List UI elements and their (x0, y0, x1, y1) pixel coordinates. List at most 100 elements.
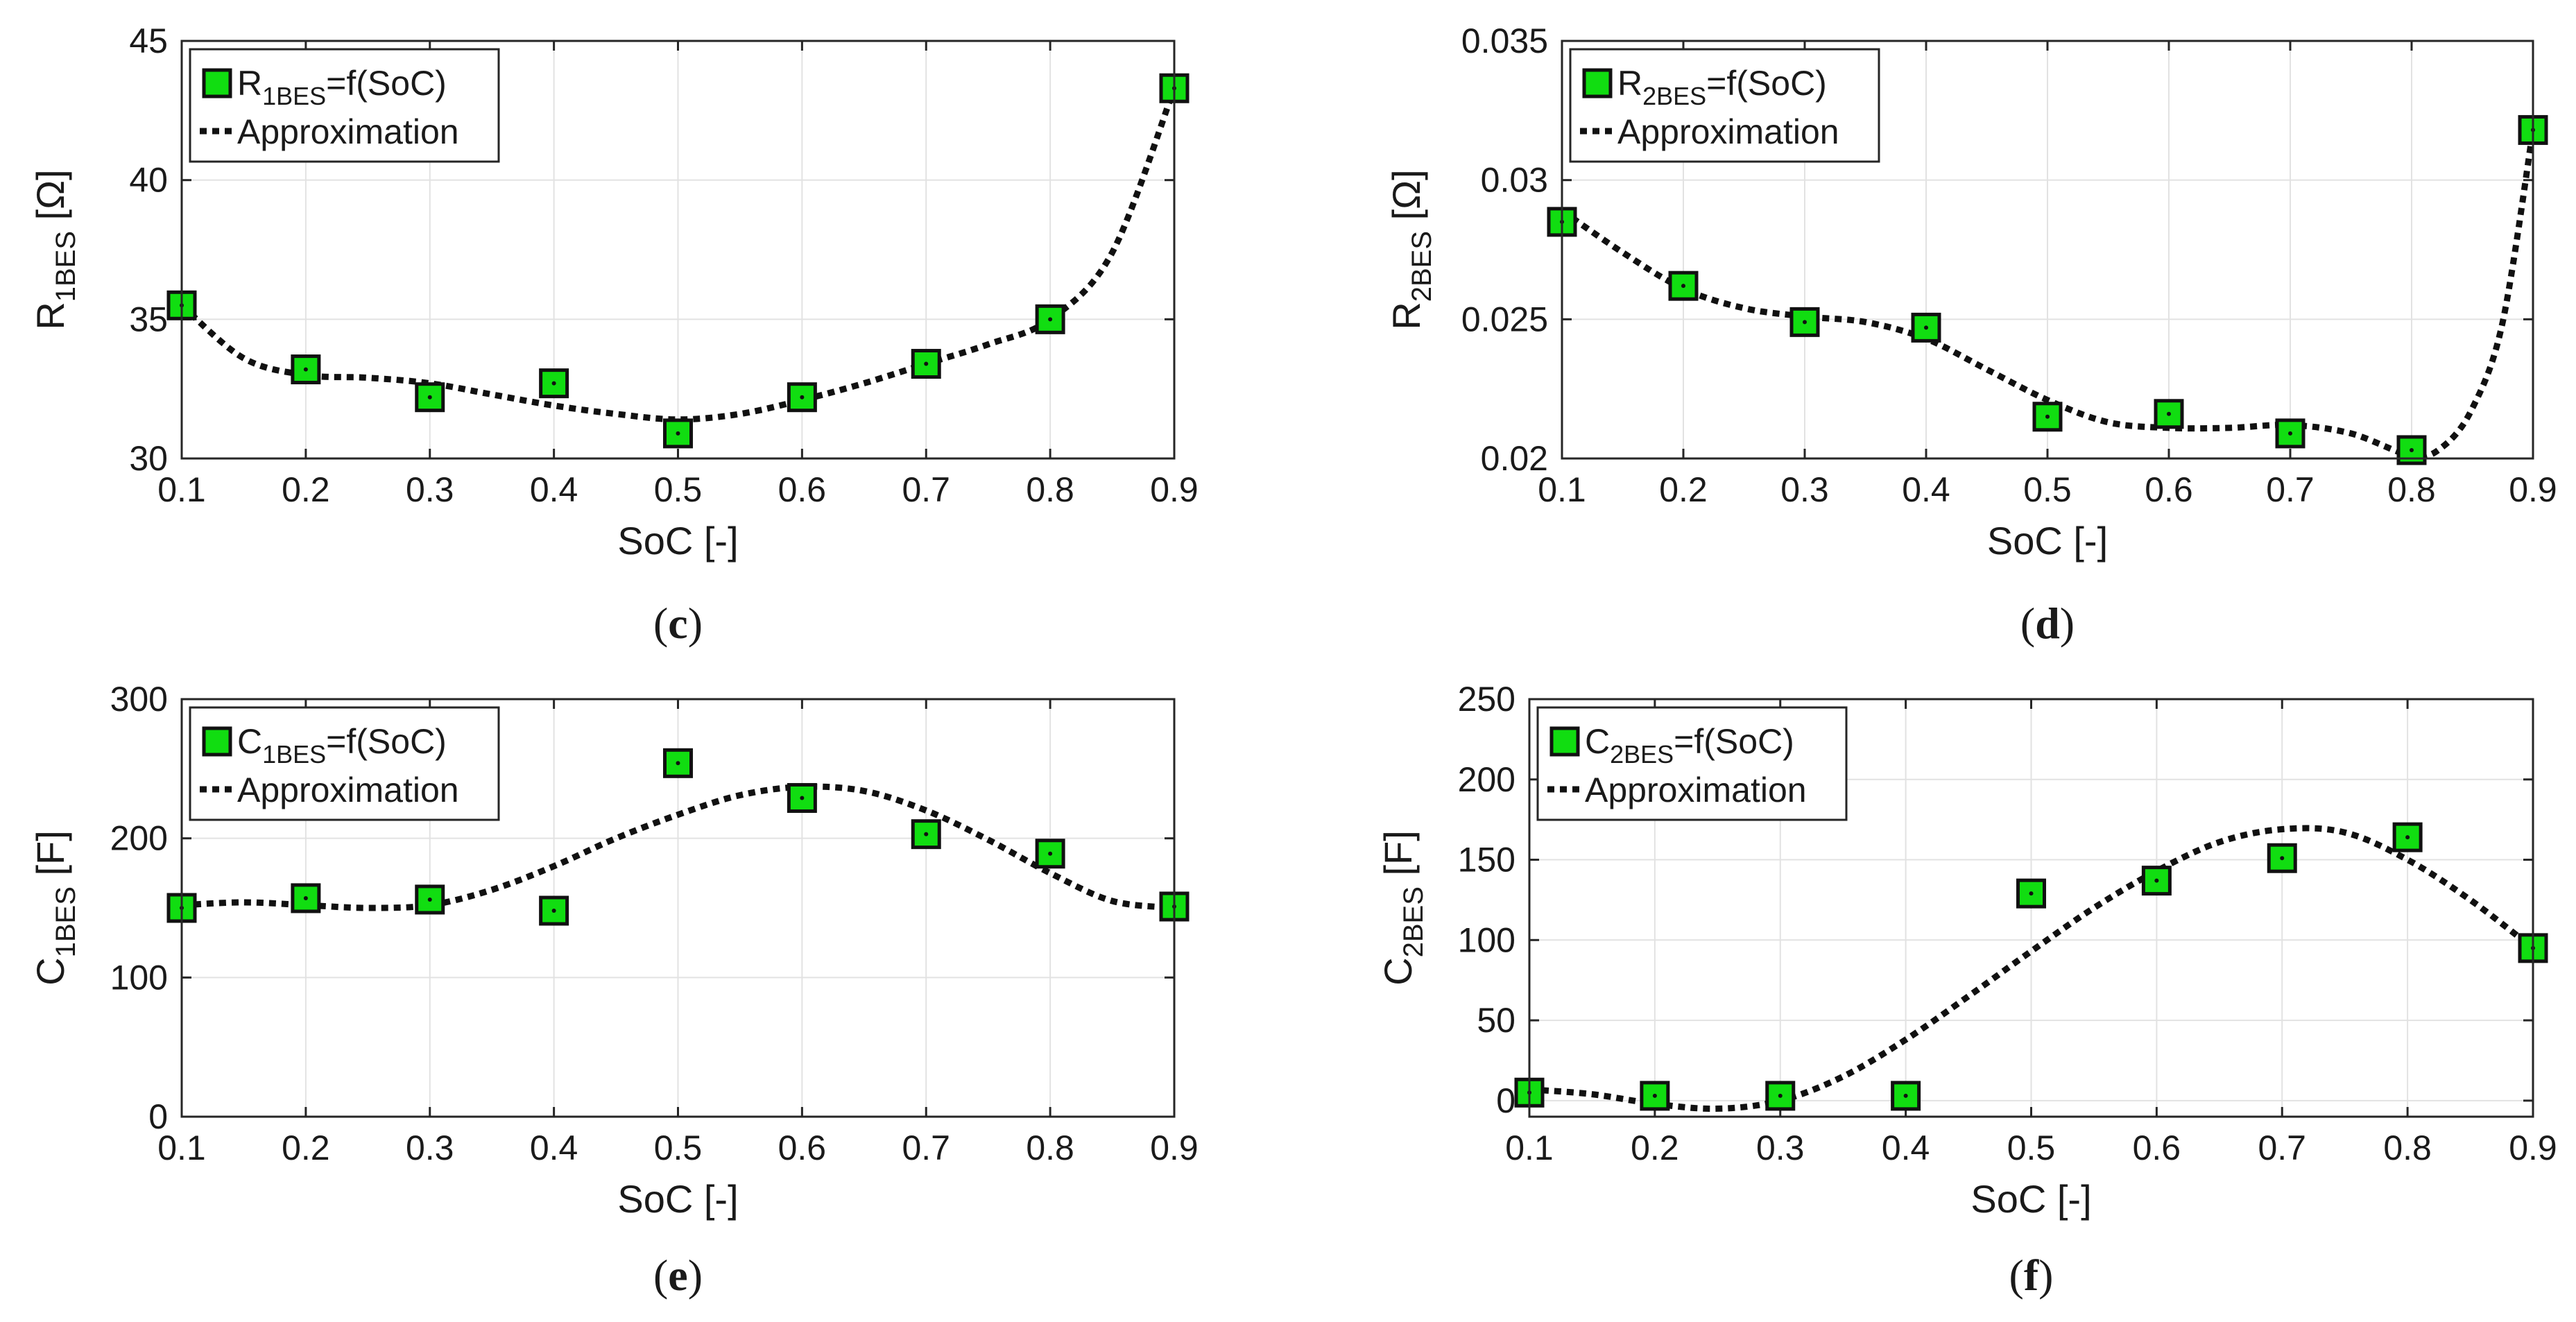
data-point-center (1681, 284, 1685, 289)
data-point-center (924, 361, 929, 366)
axes-frame (1561, 40, 2534, 460)
y-tick-label: 100 (110, 958, 168, 997)
data-point-center (1924, 325, 1928, 330)
y-tick-label: 35 (129, 300, 168, 338)
data-point-center (2410, 447, 2414, 452)
data-point-center (1778, 1093, 1783, 1098)
axes-frame (180, 40, 1176, 460)
data-point-center (427, 897, 432, 902)
x-tick-label: 0.6 (2145, 470, 2193, 509)
data-point (2141, 866, 2172, 896)
approximation-line (1560, 129, 2536, 460)
axes-frame (1528, 698, 2534, 1118)
data-point-center (551, 909, 556, 913)
data-point-center (303, 367, 308, 372)
y-tick-label: 45 (129, 22, 168, 60)
data-point-center (1048, 317, 1053, 322)
y-tick-label: 0.02 (1481, 439, 1548, 478)
x-tick-label: 0.9 (1150, 1128, 1199, 1167)
y-tick-label: 0 (1496, 1081, 1515, 1120)
legend-box (189, 48, 500, 163)
y-tick-label: 0.035 (1461, 22, 1548, 60)
data-point (787, 782, 817, 813)
x-tick-label: 0.2 (282, 470, 330, 509)
x-tick-label: 0.6 (778, 1128, 827, 1167)
panel-caption: (e) (653, 1251, 703, 1300)
x-tick-label: 0.6 (778, 470, 827, 509)
y-tick-label: 150 (1458, 841, 1515, 879)
legend-marker-label: R1BES=f(SoC) (237, 64, 447, 110)
y-tick-label: 50 (1477, 1001, 1515, 1040)
x-tick-label: 0.8 (2383, 1128, 2432, 1167)
approximation-line (181, 783, 1175, 911)
y-tick-label: 250 (1458, 680, 1515, 719)
legend-line-label: Approximation (1585, 771, 1807, 809)
legend-line-label: Approximation (237, 771, 459, 809)
y-tick-label: 40 (129, 161, 168, 200)
y-tick-label: 30 (129, 439, 168, 478)
x-tick-label: 0.8 (1026, 1128, 1074, 1167)
data-point-center (2280, 856, 2285, 861)
x-tick-label: 0.6 (2133, 1128, 2181, 1167)
data-point-center (427, 395, 432, 400)
data-point-center (2045, 414, 2050, 419)
legend-marker-swatch (1582, 68, 1613, 98)
x-tick-label: 0.2 (282, 1128, 330, 1167)
legend-marker-swatch (1549, 726, 1580, 757)
legend-marker-swatch (202, 68, 232, 98)
x-tick-label: 0.8 (1026, 470, 1074, 509)
data-point (911, 349, 941, 379)
y-tick-label: 0.03 (1481, 161, 1548, 200)
x-tick-label: 0.5 (654, 470, 703, 509)
x-axis-label: SoC [-] (617, 519, 738, 563)
legend-line-label: Approximation (237, 112, 459, 151)
chart-c: 0.1 0.2 0.3 0.4 0.5 0.6 0.7 0.8 0.9 30 35 40 45 R1BES… (28, 22, 1199, 648)
x-tick-label: 0.9 (1150, 470, 1199, 509)
x-tick-label: 0.4 (530, 470, 578, 509)
chart-f: 0.1 0.2 0.3 0.4 0.5 0.6 0.7 0.8 0.9 0 50 100 150 200 2… (1376, 680, 2557, 1300)
x-tick-label: 0.1 (157, 470, 206, 509)
y-axis-label: R2BES [Ω] (1384, 169, 1437, 329)
data-point-center (303, 895, 308, 900)
y-axis-label: C1BES [F] (28, 830, 81, 986)
y-tick-label: 100 (1458, 920, 1515, 959)
x-tick-label: 0.7 (2258, 1128, 2306, 1167)
axes-frame (180, 698, 1176, 1118)
approximation-line (1529, 825, 2535, 1112)
panel-caption: (f) (2009, 1251, 2054, 1300)
legend-marker-label: C2BES=f(SoC) (1585, 722, 1794, 769)
data-point (787, 382, 817, 413)
legend-marker-label: R2BES=f(SoC) (1617, 64, 1827, 110)
x-axis-label: SoC [-] (1987, 519, 2108, 563)
data-point-center (1652, 1093, 1657, 1098)
legend-marker-swatch (202, 726, 232, 757)
data-point-center (676, 431, 680, 436)
x-axis-label: SoC [-] (1970, 1177, 2091, 1221)
x-tick-label: 0.1 (1538, 470, 1586, 509)
x-tick-label: 0.2 (1659, 470, 1708, 509)
data-point-center (1803, 320, 1807, 325)
x-tick-label: 0.4 (1902, 470, 1950, 509)
data-point (291, 883, 321, 913)
x-tick-label: 0.4 (1882, 1128, 1930, 1167)
y-axis-label: R1BES [Ω] (28, 169, 81, 329)
legend-line-label: Approximation (1617, 112, 1839, 151)
chart-d: 0.1 0.2 0.3 0.4 0.5 0.6 0.7 0.8 0.9 0.02 0.025 0.03… (1384, 22, 2557, 648)
data-point-center (2288, 431, 2292, 436)
data-point-center (924, 832, 929, 836)
y-tick-label: 0 (148, 1097, 168, 1136)
x-tick-label: 0.5 (2023, 470, 2072, 509)
data-point-center (676, 761, 680, 766)
x-tick-label: 0.3 (406, 1128, 454, 1167)
panel-caption: (d) (2020, 599, 2075, 648)
legend-box (1569, 48, 1880, 163)
x-tick-label: 0.9 (2509, 470, 2557, 509)
x-tick-label: 0.8 (2387, 470, 2436, 509)
data-point-center (1903, 1093, 1908, 1098)
x-tick-label: 0.7 (902, 470, 950, 509)
legend-box (189, 706, 500, 821)
data-point-center (2029, 891, 2034, 896)
x-tick-label: 0.7 (2266, 470, 2315, 509)
x-tick-label: 0.7 (902, 1128, 950, 1167)
